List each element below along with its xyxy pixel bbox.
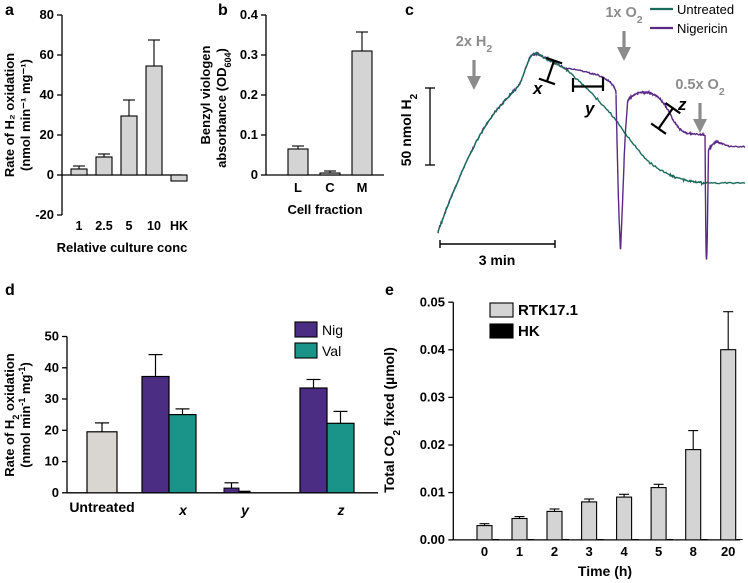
svg-text:8: 8 (690, 544, 697, 559)
svg-text:20: 20 (40, 127, 54, 142)
svg-text:(nmol min-1 mg-1): (nmol min-1 mg-1) (17, 362, 33, 468)
svg-text:2: 2 (551, 544, 558, 559)
svg-text:RTK17.1: RTK17.1 (518, 302, 578, 319)
svg-text:40: 40 (45, 360, 59, 375)
svg-text:Untreated: Untreated (677, 2, 734, 17)
svg-text:10: 10 (147, 219, 161, 233)
svg-text:HK: HK (170, 219, 188, 233)
svg-text:50 nmol H2: 50 nmol H2 (400, 93, 420, 166)
svg-text:L: L (294, 180, 302, 195)
svg-text:Nigericin: Nigericin (677, 21, 728, 36)
svg-text:50: 50 (45, 329, 59, 344)
svg-text:Nig: Nig (322, 322, 343, 338)
svg-text:Benzyl viologen: Benzyl viologen (198, 45, 213, 144)
svg-text:20: 20 (45, 422, 59, 437)
svg-text:x: x (178, 502, 188, 518)
svg-text:Total CO2 fixed (µmol): Total CO2 fixed (µmol) (381, 347, 403, 493)
svg-text:Val: Val (322, 343, 341, 359)
svg-text:1x O2: 1x O2 (605, 5, 642, 26)
svg-text:3: 3 (585, 544, 592, 559)
svg-text:5: 5 (655, 544, 662, 559)
svg-text:40: 40 (40, 87, 54, 102)
svg-text:3 min: 3 min (479, 252, 516, 268)
svg-text:z: z (337, 502, 345, 518)
svg-text:0.02: 0.02 (420, 437, 445, 452)
svg-text:60: 60 (40, 47, 54, 62)
svg-text:0.00: 0.00 (420, 532, 445, 547)
svg-text:Rate of H₂ oxidation: Rate of H₂ oxidation (2, 53, 17, 177)
svg-text:2.5: 2.5 (95, 219, 112, 233)
svg-text:Time (h): Time (h) (578, 563, 632, 579)
svg-text:Cell fraction: Cell fraction (287, 202, 362, 217)
svg-text:Relative culture conc: Relative culture conc (57, 240, 188, 255)
svg-text:0.3: 0.3 (240, 47, 258, 62)
svg-text:0.04: 0.04 (420, 342, 446, 357)
svg-text:-20: -20 (35, 207, 54, 222)
svg-text:y: y (584, 99, 596, 118)
svg-text:2x H2: 2x H2 (456, 34, 493, 55)
svg-text:10: 10 (45, 454, 59, 469)
svg-text:0.1: 0.1 (240, 127, 258, 142)
svg-text:absorbance (OD604): absorbance (OD604) (214, 48, 233, 168)
svg-text:1: 1 (516, 544, 523, 559)
svg-text:y: y (240, 502, 250, 518)
svg-text:C: C (325, 180, 335, 195)
svg-text:z: z (677, 95, 687, 114)
svg-text:0.4: 0.4 (240, 7, 259, 22)
svg-text:0.05: 0.05 (420, 295, 445, 310)
svg-text:1: 1 (76, 219, 83, 233)
svg-text:x: x (532, 79, 544, 98)
svg-text:80: 80 (40, 7, 54, 22)
svg-text:0.03: 0.03 (420, 390, 445, 405)
svg-text:5: 5 (126, 219, 133, 233)
svg-text:4: 4 (620, 544, 628, 559)
svg-text:30: 30 (45, 391, 59, 406)
svg-text:0.2: 0.2 (240, 87, 258, 102)
svg-text:0: 0 (52, 485, 59, 500)
svg-text:0.01: 0.01 (420, 485, 445, 500)
svg-text:Untreated: Untreated (69, 499, 134, 515)
svg-text:M: M (357, 180, 368, 195)
svg-text:0: 0 (251, 167, 258, 182)
svg-text:0: 0 (47, 167, 54, 182)
svg-text:(nmol min⁻¹ mg⁻¹): (nmol min⁻¹ mg⁻¹) (18, 59, 33, 171)
svg-text:20: 20 (721, 544, 735, 559)
svg-text:HK: HK (518, 323, 540, 340)
svg-text:0: 0 (481, 544, 488, 559)
